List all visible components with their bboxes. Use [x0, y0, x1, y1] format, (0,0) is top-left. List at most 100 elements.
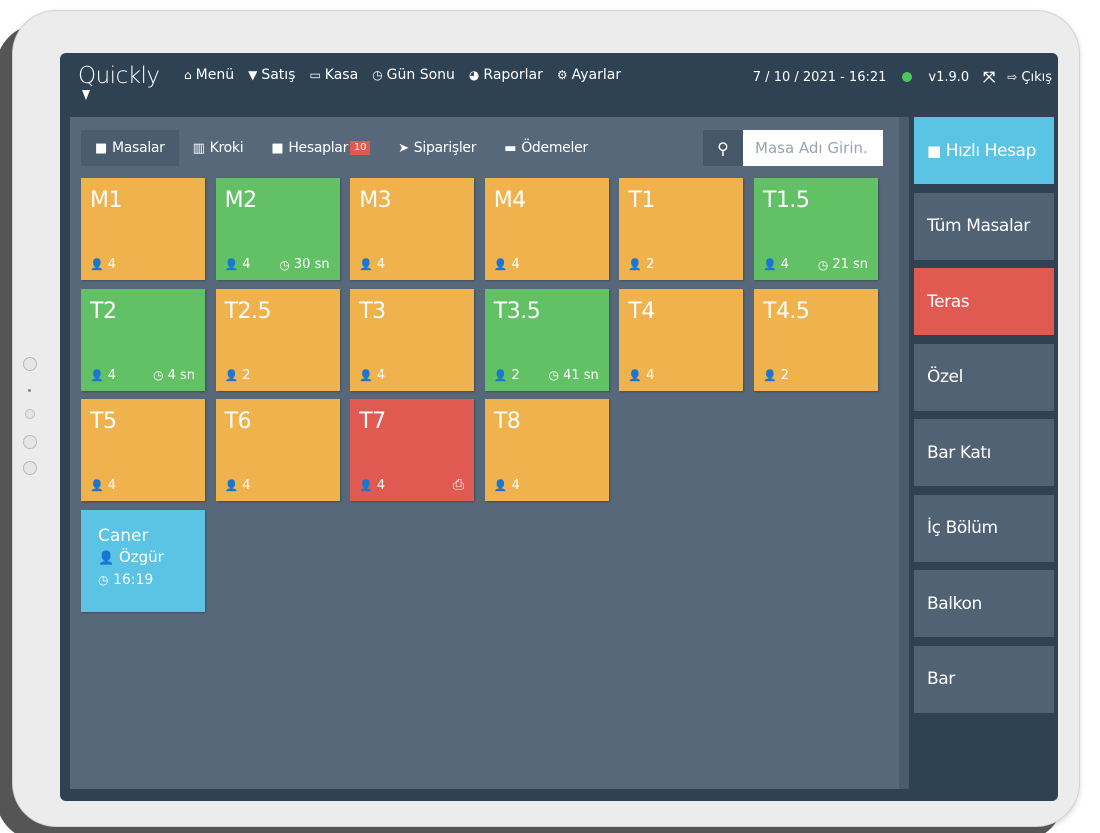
- table-name: T4: [628, 298, 655, 324]
- tab-count-badge: 10: [350, 141, 371, 155]
- sidebar-item-3[interactable]: Bar Katı: [914, 419, 1054, 486]
- sidebar-item-6[interactable]: Bar: [914, 645, 1054, 713]
- pie-chart-icon: ◕: [468, 68, 480, 82]
- user-icon: 👤: [224, 258, 239, 271]
- table-guests: 👤 4: [494, 257, 520, 272]
- table-guest-count: 4: [242, 257, 251, 272]
- user-icon: 👤: [90, 368, 104, 382]
- table-guest-count: 2: [242, 367, 251, 383]
- table-tile[interactable]: T8 👤 4: [484, 399, 609, 501]
- table-name: T2: [90, 298, 117, 324]
- user-icon: 👤: [98, 551, 115, 566]
- nav-item-ayarlar[interactable]: ⚙ Ayarlar: [557, 67, 621, 83]
- nav-item-label: Ayarlar: [571, 67, 622, 83]
- table-tile[interactable]: T7 👤 4 ⎙: [350, 399, 475, 501]
- table-name: T4.5: [763, 298, 810, 324]
- app-screen: Quickly ⌂ Menü ▼ Satış ▭ Kasa ◷ Gün Sonu ◕ Raporl…: [60, 53, 1058, 801]
- sidebar-item-2[interactable]: Özel: [914, 343, 1054, 411]
- table-tile[interactable]: T5 👤 4: [81, 399, 205, 501]
- table-tile[interactable]: M4 👤 4: [484, 178, 609, 280]
- user-icon: 👤: [359, 258, 373, 271]
- table-guests: 👤 4: [225, 478, 251, 493]
- sidebar-item-label: Bar Katı: [927, 442, 991, 463]
- table-timer-value: 30 sn: [293, 257, 330, 272]
- table-tile[interactable]: M3 👤 4: [350, 178, 475, 280]
- nav-item-label: Satış: [261, 67, 296, 83]
- device-dot: [28, 389, 31, 392]
- nav-item-kasa[interactable]: ▭ Kasa: [309, 67, 358, 83]
- user-icon: 👤: [493, 368, 508, 382]
- table-guest-count: 4: [107, 478, 116, 493]
- table-timer-value: 41 sn: [563, 367, 599, 383]
- table-guest-count: 4: [511, 478, 520, 493]
- tab-1[interactable]: ▥ Kroki: [179, 130, 258, 166]
- table-tile[interactable]: T2 👤 4 ◷ 4 sn: [81, 288, 205, 391]
- table-timer: ◷ 41 sn: [549, 368, 599, 383]
- nav-item-label: Raporlar: [483, 67, 543, 83]
- table-name: M4: [493, 188, 526, 213]
- nav-item-label: Gün Sonu: [386, 67, 455, 83]
- table-tile[interactable]: M1 👤 4: [81, 178, 205, 280]
- sidebar-item-0[interactable]: Tüm Masalar: [914, 192, 1054, 260]
- sidebar-item-4[interactable]: İç Bölüm: [914, 494, 1054, 562]
- clock-icon: ◷: [372, 68, 383, 82]
- table-tile[interactable]: T4 👤 4: [619, 288, 744, 391]
- quick-bill-button[interactable]: ■ Hızlı Hesap: [914, 117, 1054, 184]
- sidebar-item-5[interactable]: Balkon: [914, 570, 1054, 637]
- table-timer: ◷ 21 sn: [818, 257, 868, 272]
- clock-icon: ◷: [279, 257, 290, 272]
- tab-label: Kroki: [209, 140, 244, 156]
- table-tile[interactable]: T3 👤 4: [350, 288, 475, 391]
- table-tile[interactable]: T1 👤 2: [619, 178, 744, 280]
- table-tile[interactable]: T4.5 👤 2: [754, 288, 878, 391]
- cash-icon: ▭: [309, 68, 321, 82]
- table-guests: 👤 4: [359, 257, 385, 272]
- user-icon: 👤: [359, 368, 373, 382]
- tab-label: Siparişler: [413, 140, 477, 156]
- nav-item-gün-sonu[interactable]: ◷ Gün Sonu: [372, 67, 455, 83]
- tab-4[interactable]: ▬ Ödemeler: [490, 130, 602, 166]
- nav-item-satış[interactable]: ▼ Satış: [248, 67, 295, 83]
- sidebar-item-1[interactable]: Teras: [914, 268, 1054, 335]
- table-name: M2: [224, 188, 257, 213]
- table-name: T1.5: [763, 188, 810, 213]
- table-guest-count: 2: [780, 367, 789, 383]
- table-tile[interactable]: T2.5 👤 2: [215, 288, 340, 391]
- tab-label: Hesaplar: [288, 140, 349, 156]
- version-label: v1.9.0: [928, 69, 970, 85]
- special-table-time: ◷ 16:19: [98, 572, 153, 588]
- special-table-tile[interactable]: Caner 👤 Özgür ◷ 16:19: [81, 510, 205, 612]
- tab-label: Masalar: [111, 140, 165, 156]
- table-tile[interactable]: T6 👤 4: [215, 399, 340, 501]
- table-tile[interactable]: T1.5 👤 4 ◷ 21 sn: [754, 178, 878, 280]
- user-icon: 👤: [493, 479, 508, 492]
- user-icon: 👤: [763, 368, 777, 382]
- table-timer: ◷ 4 sn: [153, 368, 195, 383]
- table-guest-count: 4: [376, 257, 386, 272]
- table-tile[interactable]: M2 👤 4 ◷ 30 sn: [215, 178, 340, 280]
- logout-button[interactable]: ⇨ Çıkış: [1007, 70, 1052, 85]
- clock-icon: ◷: [98, 573, 109, 587]
- search-input[interactable]: [743, 130, 883, 166]
- table-guests: 👤 4: [359, 368, 385, 383]
- user-icon: 👤: [90, 258, 104, 271]
- table-timer-value: 4 sn: [167, 367, 195, 383]
- search-icon[interactable]: ⚲: [703, 130, 743, 166]
- nav-item-menü[interactable]: ⌂ Menü: [184, 67, 234, 83]
- tab-0[interactable]: ■ Masalar: [81, 130, 179, 166]
- device-button: [23, 435, 37, 449]
- table-guests: 👤 4: [90, 257, 116, 272]
- nav-item-label: Kasa: [324, 67, 359, 83]
- tab-3[interactable]: ➤ Siparişler: [384, 130, 490, 166]
- table-guest-count: 4: [107, 257, 116, 272]
- tables-panel: ■ Masalar ▥ Kroki ■ Hesaplar 10 ➤ Siparişler ▬ Öde…: [70, 117, 909, 789]
- fullscreen-icon[interactable]: ⤧: [983, 68, 996, 86]
- table-tile[interactable]: T3.5 👤 2 ◷ 41 sn: [484, 288, 609, 391]
- nav-item-raporlar[interactable]: ◕ Raporlar: [469, 67, 543, 83]
- tab-2[interactable]: ■ Hesaplar 10: [257, 130, 384, 166]
- sticky-note-icon: ■: [271, 140, 284, 156]
- device-button: [23, 357, 37, 371]
- print-icon[interactable]: ⎙: [452, 477, 465, 493]
- table-guest-count: 4: [376, 367, 386, 383]
- online-status-icon: [902, 72, 913, 82]
